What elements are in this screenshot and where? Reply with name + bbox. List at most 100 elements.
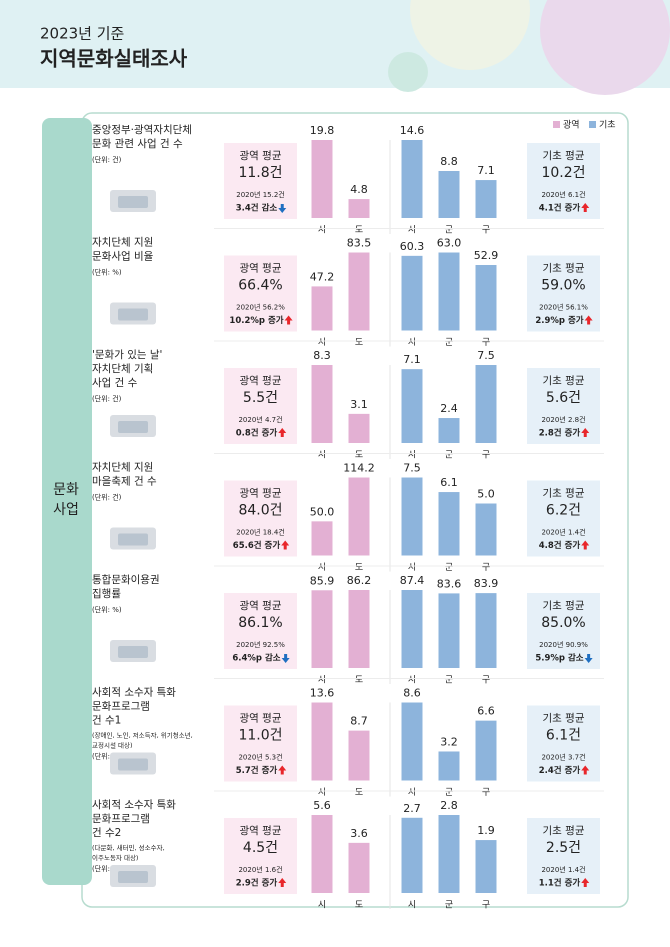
summary-previous: 2020년 4.7건 — [238, 415, 282, 424]
value-label: 7.1 — [477, 164, 495, 177]
summary-value: 86.1% — [238, 615, 282, 631]
icon — [118, 533, 148, 546]
change-arrow — [584, 654, 593, 663]
bar — [348, 477, 370, 556]
row-note: (다문화, 새터민, 성소수자, — [92, 843, 165, 852]
summary-previous: 2020년 1.4건 — [541, 865, 585, 874]
value-label: 114.2 — [343, 462, 375, 475]
summary-change: 6.4%p 감소 — [232, 653, 280, 664]
value-label: 4.8 — [350, 183, 368, 196]
summary-previous: 2020년 2.8건 — [541, 415, 585, 424]
bar — [311, 815, 333, 893]
change-arrow — [581, 203, 590, 212]
summary-previous: 2020년 92.5% — [236, 640, 285, 649]
summary-value: 4.5건 — [243, 840, 278, 856]
value-label: 86.2 — [347, 574, 372, 587]
summary-value: 6.2건 — [546, 503, 581, 519]
row-title: 집행률 — [92, 588, 121, 600]
summary-change: 10.2%p 증가 — [229, 315, 283, 326]
summary-value: 2.5건 — [546, 840, 581, 856]
summary-box — [224, 255, 297, 332]
row-title: 자치단체 지원 — [92, 462, 153, 474]
summary-label: 기초 평균 — [543, 150, 585, 162]
summary-previous: 2020년 90.9% — [539, 640, 588, 649]
row-title: 사회적 소수자 특화 — [92, 687, 176, 699]
summary-previous: 2020년 18.4건 — [236, 528, 285, 537]
value-label: 2.7 — [403, 802, 421, 815]
bar — [475, 180, 497, 218]
side-label: 문화 — [53, 482, 79, 498]
legend-swatch — [553, 121, 560, 128]
category-label: 시 — [318, 900, 326, 911]
row-title: 문화사업 비율 — [92, 250, 154, 263]
row-title: 자치단체 기획 — [92, 363, 153, 375]
category-label: 구 — [482, 787, 490, 798]
bar — [401, 369, 423, 443]
icon — [118, 646, 148, 658]
bar — [401, 477, 423, 556]
change-arrow — [281, 654, 290, 663]
bar — [438, 593, 460, 668]
value-label: 3.6 — [350, 827, 368, 840]
bar — [311, 365, 333, 443]
bar — [475, 365, 497, 443]
row-note: 이주노동자 대상) — [92, 853, 138, 862]
category-label: 구 — [482, 450, 490, 461]
header-subtitle: 2023년 기준 — [40, 25, 125, 43]
value-label: 60.3 — [400, 240, 425, 253]
category-label: 구 — [482, 675, 490, 686]
summary-label: 기초 평균 — [543, 600, 585, 612]
category-label: 군 — [445, 675, 453, 686]
change-arrow — [584, 315, 593, 325]
bar — [475, 840, 497, 893]
summary-change: 65.6건 증가 — [233, 540, 281, 551]
category-label: 군 — [445, 337, 453, 348]
row-title: 사업 건 수 — [92, 376, 138, 389]
row-title: 마을축제 건 수 — [92, 476, 157, 488]
row-unit: (단위: 건) — [92, 155, 122, 164]
summary-label: 기초 평균 — [543, 713, 585, 725]
side-label: 사업 — [53, 502, 79, 518]
row-unit: (단위: 건) — [92, 752, 122, 761]
summary-change: 3.4건 감소 — [236, 203, 278, 214]
summary-label: 기초 평균 — [543, 825, 585, 837]
value-label: 19.8 — [310, 124, 335, 137]
value-label: 7.5 — [403, 462, 421, 475]
category-label: 구 — [482, 562, 490, 573]
summary-label: 광역 평균 — [240, 825, 282, 837]
summary-previous: 2020년 6.1건 — [541, 190, 585, 199]
summary-value: 10.2건 — [541, 165, 585, 181]
value-label: 83.5 — [347, 237, 372, 250]
category-label: 구 — [482, 225, 490, 236]
icon — [118, 421, 148, 433]
row-unit: (단위: 건) — [92, 493, 122, 502]
bar — [348, 252, 370, 331]
bar — [438, 492, 460, 556]
decor — [540, 0, 670, 95]
value-label: 52.9 — [474, 249, 499, 262]
bar — [475, 503, 497, 556]
category-label: 시 — [408, 787, 416, 798]
value-label: 83.9 — [474, 577, 499, 590]
icon — [118, 871, 148, 883]
value-label: 6.6 — [477, 705, 495, 718]
row-unit: (단위: 건) — [92, 864, 122, 873]
row-title: 건 수1 — [92, 715, 121, 727]
row-title: 문화 관련 사업 건 수 — [92, 137, 183, 150]
row-title: '문화가 있는 날' — [92, 349, 162, 361]
summary-previous: 2020년 1.4건 — [541, 528, 585, 537]
row-title: 사회적 소수자 특화 — [92, 799, 176, 811]
category-label: 군 — [445, 562, 453, 573]
summary-label: 광역 평균 — [240, 600, 282, 612]
summary-label: 광역 평균 — [240, 488, 282, 500]
bar — [311, 590, 333, 668]
bar — [475, 593, 497, 668]
category-label: 구 — [482, 337, 490, 348]
row-title: 중앙정부·광역자치단체 — [92, 124, 192, 136]
bar — [311, 286, 333, 331]
category-label: 시 — [408, 900, 416, 911]
value-label: 85.9 — [310, 574, 335, 587]
value-label: 7.5 — [477, 349, 495, 362]
summary-label: 광역 평균 — [240, 263, 282, 275]
